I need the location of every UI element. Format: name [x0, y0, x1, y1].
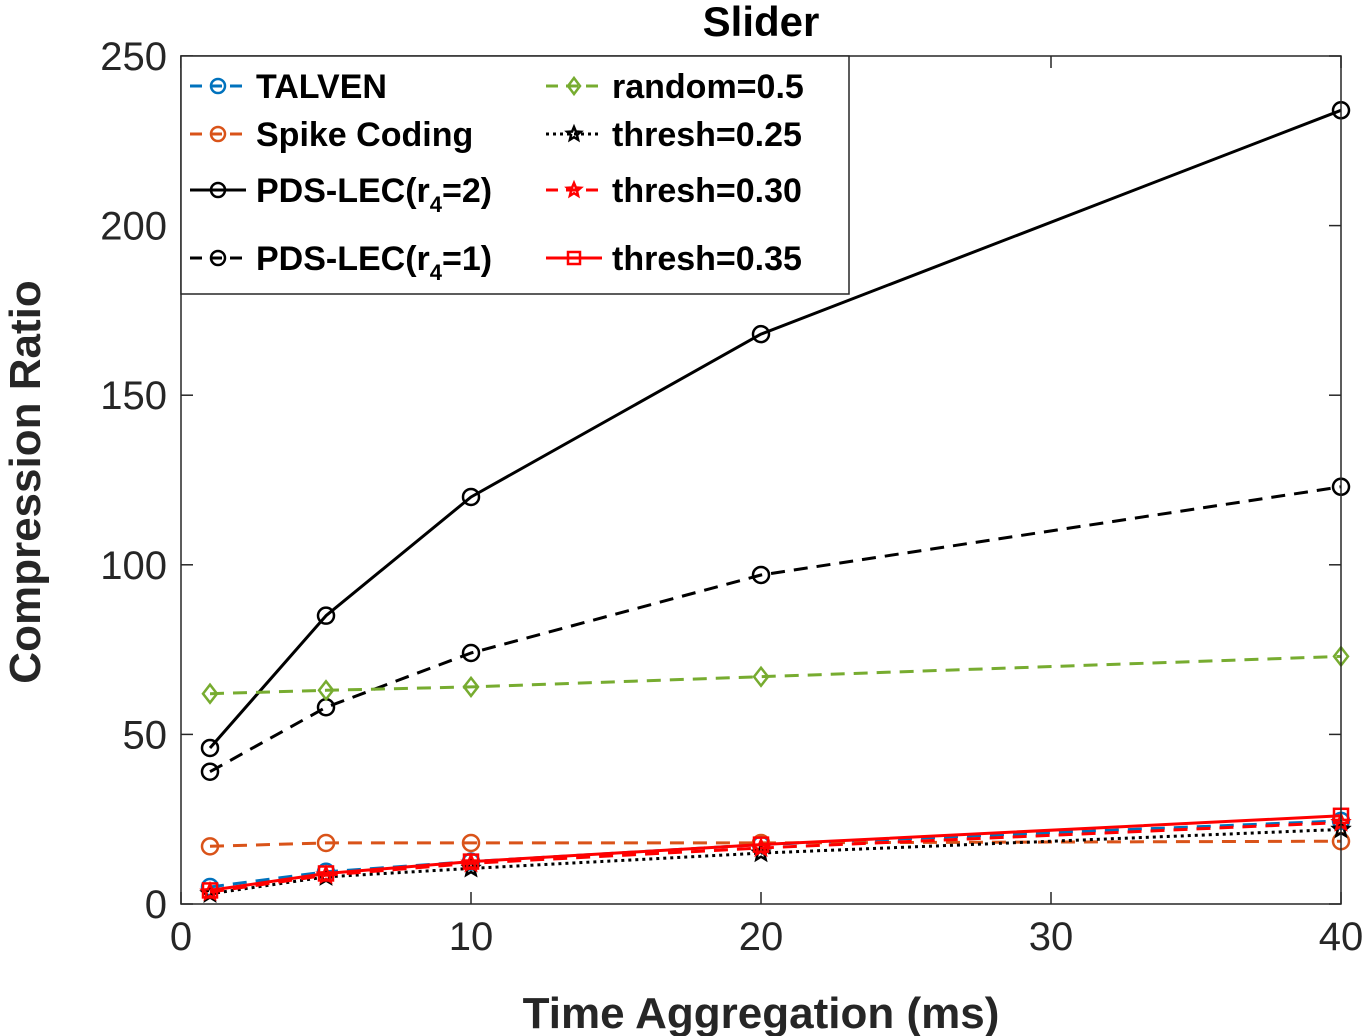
- data-point-circle: [209, 181, 227, 199]
- legend-item: thresh=0.25: [546, 116, 802, 154]
- tick-labels: 0 10 20 30 40 0 50 100 150 200 250: [100, 35, 1363, 959]
- data-point-square: [462, 853, 480, 870]
- data-point-square: [201, 882, 219, 899]
- data-point-circle: [209, 125, 227, 143]
- data-point-circle: [209, 249, 227, 267]
- y-tick-label: 0: [145, 883, 167, 927]
- data-point-diamond: [462, 675, 480, 698]
- series-line: [209, 654, 1342, 696]
- y-axis-title: Compression Ratio: [1, 280, 50, 683]
- data-point-circle: [200, 738, 220, 758]
- y-tick-label: 100: [100, 544, 167, 588]
- data-point-square: [752, 836, 770, 853]
- legend-label: thresh=0.25: [612, 116, 802, 154]
- data-point-square: [566, 250, 582, 266]
- x-tick-label: 10: [449, 915, 494, 959]
- data-point-circle: [200, 762, 220, 781]
- legend-item: thresh=0.30: [546, 172, 802, 210]
- series-3: [200, 477, 1351, 781]
- y-tick-label: 250: [100, 35, 167, 79]
- data-point-circle: [461, 487, 481, 507]
- data-point-circle: [316, 833, 336, 853]
- data-point-circle: [461, 833, 481, 853]
- x-tick-label: 40: [1319, 915, 1364, 959]
- legend-item: PDS-LEC(r4=1): [190, 240, 492, 285]
- series-4: [201, 645, 1350, 705]
- series-line: [209, 821, 1342, 894]
- series-layer: [199, 101, 1352, 903]
- legend-label: random=0.5: [612, 68, 804, 106]
- chart-title: Slider: [703, 0, 820, 45]
- data-point-circle: [316, 606, 336, 625]
- series-line: [209, 485, 1342, 774]
- data-point-circle: [209, 77, 227, 95]
- legend-item: thresh=0.35: [546, 240, 802, 278]
- legend-item: TALVEN: [190, 68, 387, 106]
- legend-box: [180, 55, 850, 295]
- series-line: [209, 814, 1342, 892]
- legend-label: TALVEN: [256, 68, 387, 106]
- series-line: [209, 839, 1342, 848]
- legend: TALVEN Spike Coding PDS-LEC(r4=2) PDS-LEC(r…: [180, 55, 850, 295]
- legend-item: PDS-LEC(r4=2): [190, 172, 492, 217]
- x-tick-label: 0: [170, 915, 192, 959]
- data-point-circle: [751, 324, 771, 344]
- data-point-circle: [461, 643, 481, 663]
- legend-item: Spike Coding: [190, 116, 473, 154]
- data-point-diamond: [566, 75, 582, 97]
- legend-item: random=0.5: [546, 68, 804, 106]
- data-point-star: [564, 179, 584, 199]
- data-point-square: [317, 865, 335, 882]
- x-tick-label: 20: [739, 915, 784, 959]
- legend-label: PDS-LEC(r4=2): [256, 172, 492, 217]
- series-7: [201, 807, 1350, 899]
- series-line: [208, 108, 1342, 749]
- x-axis-title: Time Aggregation (ms): [523, 989, 1000, 1036]
- data-point-circle: [200, 837, 220, 856]
- legend-label: thresh=0.30: [612, 172, 802, 210]
- y-tick-label: 50: [123, 713, 168, 757]
- data-point-diamond: [201, 682, 219, 705]
- data-point-diamond: [317, 679, 335, 702]
- legend-label: PDS-LEC(r4=1): [256, 240, 492, 285]
- data-point-star: [564, 123, 584, 143]
- legend-label: Spike Coding: [256, 116, 473, 154]
- legend-label: thresh=0.35: [612, 240, 802, 278]
- series-line: [209, 827, 1342, 896]
- data-point-diamond: [752, 665, 770, 688]
- x-tick-label: 30: [1029, 915, 1074, 959]
- y-tick-label: 200: [100, 205, 167, 249]
- data-point-circle: [751, 565, 771, 585]
- y-tick-label: 150: [100, 374, 167, 418]
